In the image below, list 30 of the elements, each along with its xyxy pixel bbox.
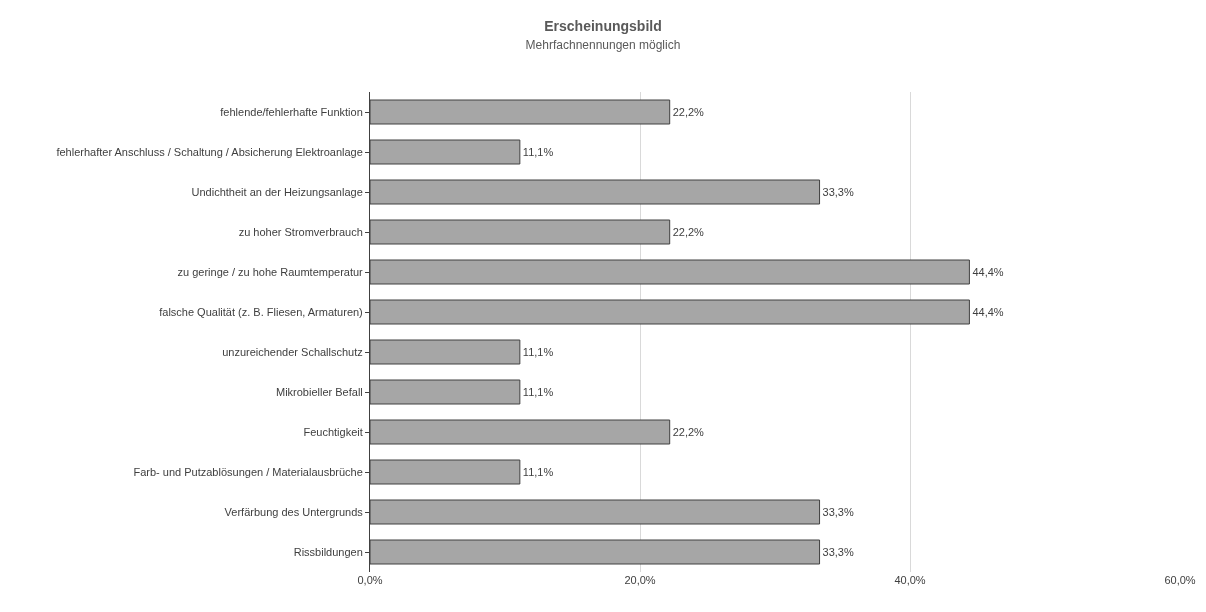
y-tick-label: fehlende/fehlerhafte Funktion <box>220 105 363 118</box>
data-label: 33,3% <box>822 186 854 198</box>
data-label: 11,1% <box>522 146 554 158</box>
y-tick-label: Mikrobieller Befall <box>275 385 363 398</box>
data-label: 22,2% <box>672 426 705 438</box>
data-label: 11,1% <box>522 346 554 358</box>
y-tick-label: Farb- und Putzablösungen / Materialausbrüche <box>133 465 363 478</box>
y-tick-label: zu hoher Stromverbrauch <box>238 225 363 238</box>
data-label: 44,4% <box>972 266 1004 278</box>
chart-title: Erscheinungsbild <box>544 17 662 34</box>
chart-subtitle: Mehrfachnennungen möglich <box>525 37 681 52</box>
x-tick-label: 20,0% <box>624 574 656 586</box>
y-tick-label: Undichtheit an der Heizungsanlage <box>191 185 363 198</box>
y-tick-label: zu geringe / zu hohe Raumtemperatur <box>177 265 364 278</box>
y-tick-label: unzureichender Schallschutz <box>222 345 363 358</box>
x-tick-label: 40,0% <box>894 574 926 586</box>
x-tick-label: 0,0% <box>357 574 383 586</box>
y-tick-label: Rissbildungen <box>293 545 363 558</box>
x-tick-label: 60,0% <box>1164 574 1196 586</box>
y-tick-label: Feuchtigkeit <box>303 425 363 438</box>
data-label: 33,3% <box>822 506 854 518</box>
data-label: 11,1% <box>522 466 554 478</box>
data-label: 33,3% <box>822 546 854 558</box>
y-tick-label: falsche Qualität (z. B. Fliesen, Armaturen) <box>159 305 363 318</box>
data-label: 22,2% <box>672 106 705 118</box>
y-tick-label: fehlerhafter Anschluss / Schaltung / Absicherung Elektroanlage <box>56 145 363 158</box>
data-label: 22,2% <box>672 226 705 238</box>
y-tick-label: Verfärbung des Untergrunds <box>224 505 364 518</box>
data-label: 44,4% <box>972 306 1004 318</box>
data-label: 11,1% <box>522 386 554 398</box>
